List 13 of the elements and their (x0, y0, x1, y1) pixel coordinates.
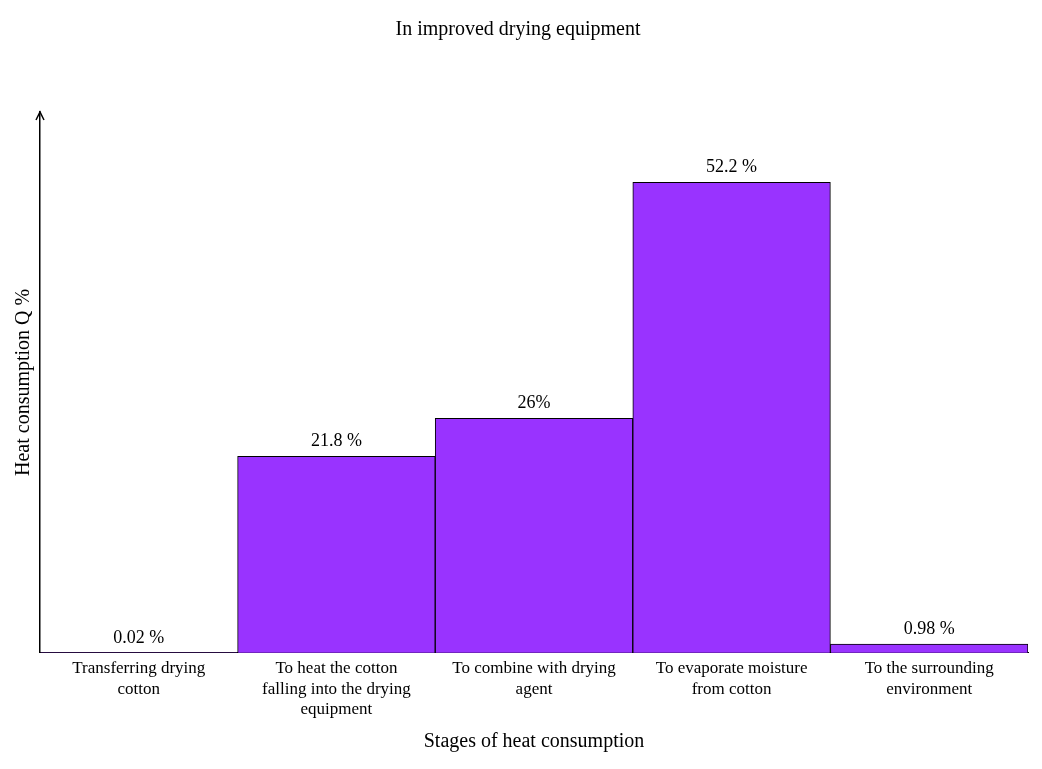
x-tick-label: Transferring drying cotton (72, 658, 206, 698)
data-label: 0.98 % (903, 617, 955, 638)
x-tick-label: To the surrounding environment (864, 658, 995, 698)
data-label: 21.8 % (310, 430, 362, 451)
data-label: 0.02 % (113, 626, 165, 647)
y-axis-title: Heat consumption Q % (11, 288, 35, 476)
x-tick-label: To combine with drying agent (452, 658, 617, 698)
x-tick-label: To heat the cotton falling into the drying equipment (262, 658, 412, 719)
x-tick-label: To evaporate moisture from cotton (655, 658, 808, 698)
data-label: 26% (517, 392, 551, 413)
data-label: 52.2 % (706, 156, 758, 177)
chart-title: In improved drying equipment (395, 17, 641, 41)
x-axis-title: Stages of heat consumption (423, 729, 645, 753)
